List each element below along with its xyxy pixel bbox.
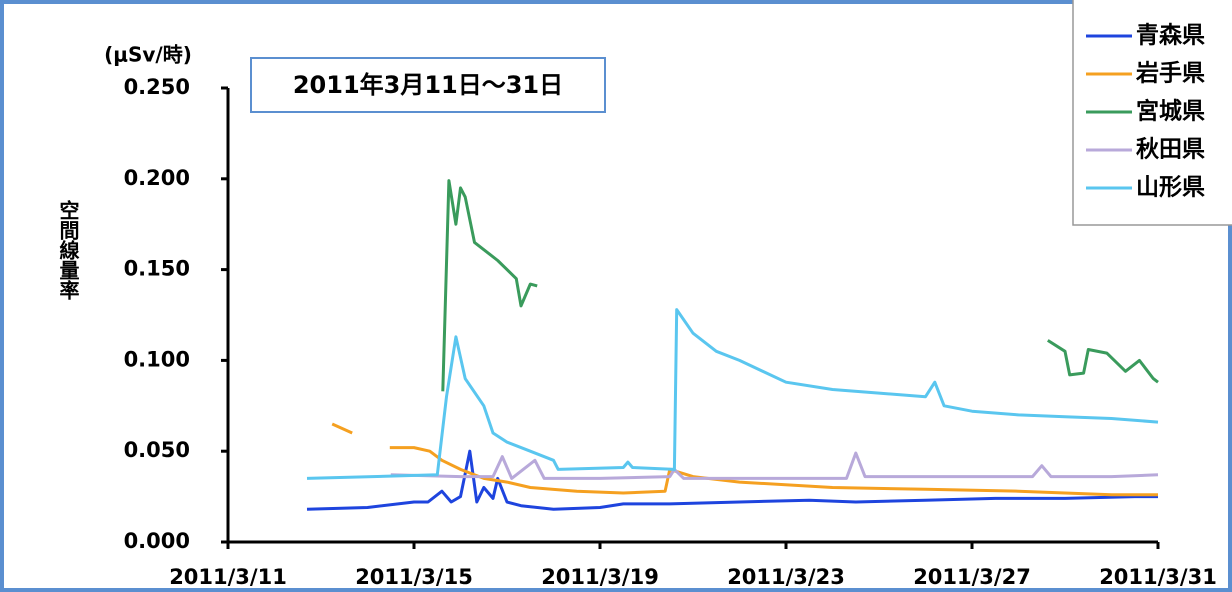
legend-label: 秋田県 xyxy=(1136,137,1205,163)
series-line xyxy=(331,422,1158,497)
legend-label: 宮城県 xyxy=(1136,98,1205,125)
x-tick-label: 2011/3/19 xyxy=(541,565,659,589)
y-tick-label: 0.000 xyxy=(124,529,190,553)
series-line xyxy=(390,451,1159,480)
series-line xyxy=(441,179,1159,392)
y-tick-label: 0.250 xyxy=(124,75,190,99)
legend-label: 山形県 xyxy=(1136,175,1205,201)
series-line xyxy=(306,308,1159,480)
x-tick-label: 2011/3/27 xyxy=(913,565,1031,589)
legend-label: 青森県 xyxy=(1136,22,1205,49)
y-tick-label: 0.150 xyxy=(124,257,190,281)
chart-title: 2011年3月11日～31日 xyxy=(293,71,563,99)
y-tick-label: 0.100 xyxy=(124,347,190,371)
series-line xyxy=(306,449,1158,511)
y-axis-label: 空間線量率 xyxy=(56,199,80,301)
y-tick-label: 0.200 xyxy=(124,166,190,190)
y-tick-label: 0.050 xyxy=(124,438,190,462)
x-tick-label: 2011/3/23 xyxy=(727,565,845,589)
x-tick-label: 2011/3/11 xyxy=(169,565,287,589)
x-tick-label: 2011/3/15 xyxy=(355,565,473,589)
y-unit: (μSv/時) xyxy=(104,43,192,67)
legend-label: 岩手県 xyxy=(1135,61,1205,87)
title-box xyxy=(250,57,606,113)
x-tick-label: 2011/3/31 xyxy=(1099,565,1217,589)
